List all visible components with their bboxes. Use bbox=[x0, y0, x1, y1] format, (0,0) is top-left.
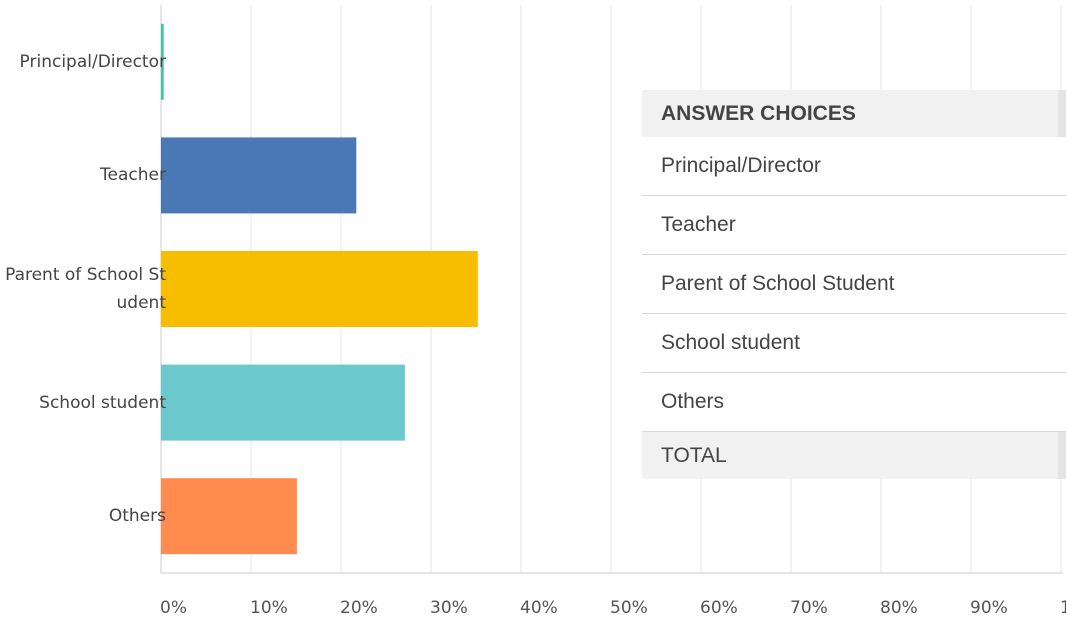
x-tick-label: 10% bbox=[250, 598, 288, 618]
y-tick-label: Parent of School Student bbox=[5, 265, 166, 313]
x-tick-label: 0% bbox=[160, 598, 187, 618]
answer-table: ANSWER CHOICES Principal/Director Teacher… bbox=[642, 90, 1066, 479]
table-header: ANSWER CHOICES bbox=[642, 90, 1066, 137]
x-tick-label: 80% bbox=[880, 598, 918, 618]
table-row: Others bbox=[642, 373, 1066, 432]
y-tick-label: Teacher bbox=[100, 165, 166, 186]
table-row: School student bbox=[642, 314, 1066, 373]
y-tick-label: Principal/Director bbox=[19, 51, 166, 72]
table-row: Principal/Director bbox=[642, 137, 1066, 196]
x-tick-label: 40% bbox=[520, 598, 558, 618]
x-tick-label: 30% bbox=[430, 598, 468, 618]
y-tick-label: Others bbox=[108, 506, 166, 527]
x-tick-label: 60% bbox=[700, 598, 738, 618]
y-tick-label: School student bbox=[39, 392, 166, 413]
bar bbox=[161, 364, 405, 441]
bar bbox=[161, 23, 164, 100]
bar bbox=[161, 137, 357, 214]
bar bbox=[161, 478, 297, 555]
x-tick-label: 20% bbox=[340, 598, 378, 618]
x-tick-label: 90% bbox=[970, 598, 1008, 618]
table-row: Teacher bbox=[642, 196, 1066, 255]
table-total: TOTAL bbox=[642, 432, 1066, 479]
x-tick-label: 50% bbox=[610, 598, 648, 618]
table-row: Parent of School Student bbox=[642, 255, 1066, 314]
x-tick-label: 100% bbox=[1060, 598, 1066, 618]
bar bbox=[161, 251, 478, 327]
x-tick-label: 70% bbox=[790, 598, 828, 618]
